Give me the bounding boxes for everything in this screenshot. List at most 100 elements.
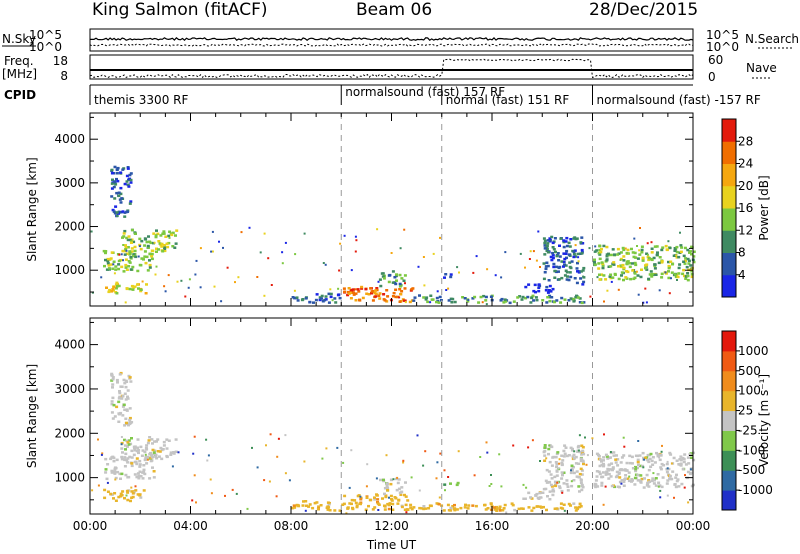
y-axis-label: Slant Range [km] xyxy=(25,157,39,261)
data-cell xyxy=(656,251,659,254)
data-cell xyxy=(240,231,243,234)
data-cell xyxy=(373,506,377,509)
data-cell xyxy=(358,299,362,302)
data-cell xyxy=(562,261,565,263)
data-cell xyxy=(342,287,346,290)
data-cell xyxy=(409,506,413,509)
data-cell xyxy=(545,249,549,253)
data-cell xyxy=(400,290,404,293)
data-cell xyxy=(443,483,447,486)
data-cell xyxy=(599,250,603,254)
data-cell xyxy=(192,452,195,455)
data-cell xyxy=(449,275,453,279)
data-cell xyxy=(400,505,404,509)
data-cell xyxy=(684,259,687,263)
data-cell xyxy=(418,489,421,492)
data-cell xyxy=(658,456,661,459)
data-cell xyxy=(622,480,626,484)
data-cell xyxy=(682,457,686,461)
data-cell xyxy=(611,466,615,469)
data-cell xyxy=(652,256,656,260)
data-cell xyxy=(281,251,284,254)
data-cell xyxy=(128,455,132,459)
data-cell xyxy=(317,505,321,508)
data-cell xyxy=(546,242,550,245)
data-cell xyxy=(146,458,149,461)
data-cell xyxy=(347,292,351,295)
cpid-label: CPID xyxy=(4,88,36,102)
data-cell xyxy=(579,481,583,484)
data-cell xyxy=(597,267,601,270)
data-cell xyxy=(553,276,557,279)
data-cell xyxy=(349,297,353,300)
data-cell xyxy=(141,449,145,452)
data-cell xyxy=(378,278,382,281)
data-cell xyxy=(378,297,382,300)
data-cell xyxy=(686,274,690,278)
data-cell xyxy=(123,211,127,214)
colorbar-swatch xyxy=(722,390,736,412)
data-cell xyxy=(109,492,113,496)
data-cell xyxy=(404,282,406,285)
data-cell xyxy=(375,288,379,292)
data-cell xyxy=(615,470,619,474)
data-cell xyxy=(166,245,170,249)
data-cell xyxy=(596,276,599,279)
data-cell xyxy=(678,463,682,466)
data-cell xyxy=(479,295,483,299)
data-cell xyxy=(551,488,555,491)
data-cell xyxy=(650,459,654,463)
data-cell xyxy=(597,470,601,474)
data-cell xyxy=(598,278,602,281)
data-cell xyxy=(220,300,223,303)
data-cell xyxy=(668,451,672,455)
data-cell xyxy=(115,172,119,175)
data-cell xyxy=(622,278,625,282)
data-cell xyxy=(628,262,631,265)
data-cell xyxy=(603,433,605,436)
data-cell xyxy=(639,474,643,477)
data-cell xyxy=(601,266,605,270)
data-cell xyxy=(657,261,661,265)
data-cell xyxy=(177,451,180,454)
data-cell xyxy=(559,502,563,505)
data-cell xyxy=(503,503,507,507)
data-cell xyxy=(573,277,577,280)
cpid-segment-label: normalsound (fast) 157 RF xyxy=(345,85,505,99)
data-cell xyxy=(658,458,662,462)
data-cell xyxy=(107,290,111,294)
data-cell xyxy=(134,255,138,259)
data-cell xyxy=(354,250,357,253)
data-cell xyxy=(639,275,643,279)
data-cell xyxy=(558,458,561,461)
data-cell xyxy=(650,258,654,262)
data-cell xyxy=(677,255,681,259)
data-cell xyxy=(423,284,426,287)
data-cell xyxy=(601,471,605,474)
data-cell xyxy=(537,283,541,287)
data-cell xyxy=(113,180,117,183)
data-cell xyxy=(172,452,176,455)
data-cell xyxy=(561,491,564,494)
data-cell xyxy=(136,446,140,449)
data-cell xyxy=(530,509,534,512)
data-cell xyxy=(625,277,629,280)
data-cell xyxy=(143,472,147,476)
data-cell xyxy=(180,279,183,282)
data-cell xyxy=(122,259,124,262)
data-cell xyxy=(133,232,137,235)
data-cell xyxy=(611,262,615,265)
data-cell xyxy=(377,509,380,511)
data-cell xyxy=(128,422,131,426)
data-cell xyxy=(563,263,566,266)
data-cell xyxy=(493,508,497,511)
data-cell xyxy=(636,274,640,277)
data-cell xyxy=(572,237,576,240)
colorbar-swatch xyxy=(722,230,736,253)
x-tick-label: 16:00 xyxy=(475,519,510,533)
data-cell xyxy=(548,238,552,242)
data-cell xyxy=(307,505,311,508)
data-cell xyxy=(606,289,609,292)
data-cell xyxy=(354,299,358,302)
data-cell xyxy=(545,468,549,472)
